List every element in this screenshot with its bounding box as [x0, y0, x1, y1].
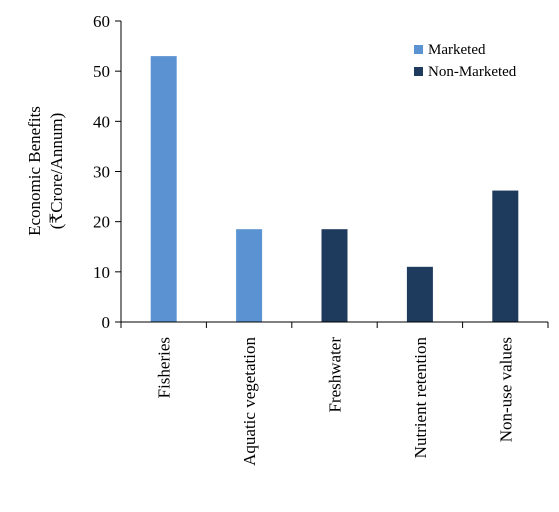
- x-tick-label: Aquatic vegetation: [240, 337, 259, 466]
- y-tick-label: 40: [93, 112, 110, 131]
- x-axis-tick-labels: Fisheries Aquatic vegetation Freshwater Nut…: [120, 322, 549, 466]
- bar-fisheries: [150, 56, 177, 322]
- y-tick-label: 60: [93, 12, 110, 31]
- bar-aquatic-vegetation: [236, 229, 263, 322]
- bar-freshwater: [321, 229, 348, 322]
- y-axis-label: Economic Benefits: [25, 106, 44, 236]
- legend-swatch: [414, 67, 423, 76]
- y-axis-unit-label: (₹Crore/Annum): [47, 113, 66, 230]
- legend-label: Marketed: [428, 42, 486, 58]
- y-tick-label: 30: [93, 163, 110, 182]
- x-tick-label: Non-use values: [496, 337, 515, 442]
- y-tick-label: 0: [102, 313, 111, 332]
- legend-swatch: [414, 45, 423, 54]
- x-tick-label: Nutrient retention: [411, 337, 430, 459]
- x-tick-label: Freshwater: [326, 337, 345, 413]
- bar-nutrient-retention: [406, 266, 433, 322]
- y-axis-title: Economic Benefits (₹Crore/Annum): [25, 106, 66, 236]
- axes: [120, 21, 548, 323]
- bar-non-use-values: [492, 190, 519, 322]
- x-tick-label: Fisheries: [155, 337, 174, 398]
- y-tick-label: 20: [93, 213, 110, 232]
- legend-label: Non-Marketed: [428, 64, 517, 80]
- legend: Marketed Non-Marketed: [414, 42, 517, 80]
- y-axis-ticks: 0 10 20 30 40 50 60: [93, 12, 121, 332]
- y-tick-label: 10: [93, 263, 110, 282]
- bars-group: [150, 56, 519, 322]
- y-tick-label: 50: [93, 62, 110, 81]
